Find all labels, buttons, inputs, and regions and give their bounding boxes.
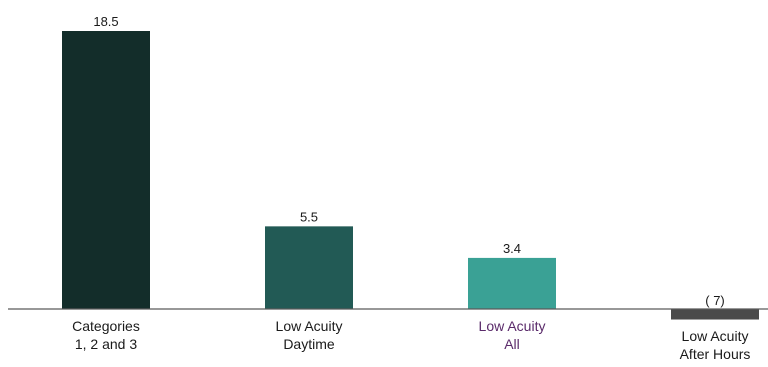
bar-2 xyxy=(468,257,556,309)
category-label-1-0: Low Acuity xyxy=(276,318,343,334)
bar-3 xyxy=(671,309,759,320)
category-label-3-0: Low Acuity xyxy=(682,328,749,344)
category-label-3-1: After Hours xyxy=(680,346,751,362)
category-label-2-1: All xyxy=(504,336,520,352)
category-label-0-1: 1, 2 and 3 xyxy=(75,336,137,352)
value-label-2: 3.4 xyxy=(503,241,521,256)
value-label-0: 18.5 xyxy=(93,14,118,29)
category-label-2-0: Low Acuity xyxy=(479,318,546,334)
category-label-1-1: Daytime xyxy=(283,336,335,352)
bar-0 xyxy=(62,31,150,309)
category-label-0-0: Categories xyxy=(72,318,140,334)
bar-1 xyxy=(265,226,353,309)
value-label-3: ( 7) xyxy=(705,293,725,308)
value-label-1: 5.5 xyxy=(300,209,318,224)
